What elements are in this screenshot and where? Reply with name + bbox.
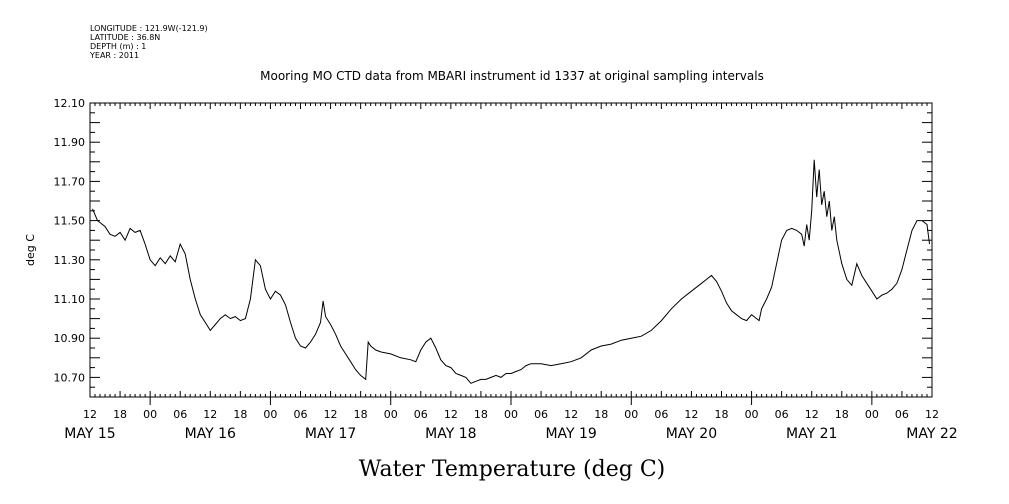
x-tick-label: 12 [925, 408, 939, 421]
x-tick-labels: 12 18 00 06 12 18 00 06 12 18 00 06 12 18 00 06 12 18 00 06… [83, 408, 939, 421]
plot-frame [89, 102, 933, 398]
day-label: MAY 18 [425, 426, 476, 442]
x-tick-label: 18 [113, 408, 127, 421]
x-tick-label: 18 [715, 408, 729, 421]
x-tick-label: 00 [865, 408, 879, 421]
x-tick-label: 12 [324, 408, 338, 421]
x-tick-label: 00 [745, 408, 759, 421]
x-tick-label: 12 [444, 408, 458, 421]
x-tick-label: 06 [654, 408, 668, 421]
x-tick-label: 00 [143, 408, 157, 421]
y-tick-labels: 12.10 11.90 11.70 11.50 11.30 11.10 10.90 10.70 [54, 97, 86, 384]
tick-marks [89, 102, 933, 405]
x-tick-label: 00 [504, 408, 518, 421]
x-tick-label: 18 [233, 408, 247, 421]
y-tick-label: 11.30 [54, 254, 86, 267]
x-tick-label: 00 [263, 408, 277, 421]
day-label: MAY 15 [64, 426, 115, 442]
x-tick-label: 12 [203, 408, 217, 421]
y-tick-label: 11.50 [54, 215, 86, 228]
meta-depth: DEPTH (m) : 1 [90, 42, 146, 51]
y-axis-label: deg C [24, 234, 37, 266]
meta-longitude: LONGITUDE : 121.9W(-121.9) [90, 24, 208, 33]
day-label: MAY 21 [786, 426, 837, 442]
x-tick-label: 06 [414, 408, 428, 421]
y-tick-label: 10.70 [54, 371, 86, 384]
day-label: MAY 22 [906, 426, 957, 442]
x-tick-label: 12 [805, 408, 819, 421]
x-tick-label: 18 [835, 408, 849, 421]
x-tick-label: 06 [534, 408, 548, 421]
x-tick-label: 06 [294, 408, 308, 421]
x-tick-label: 18 [594, 408, 608, 421]
day-label: MAY 16 [185, 426, 236, 442]
x-tick-label: 06 [173, 408, 187, 421]
y-tick-label: 12.10 [54, 97, 86, 110]
meta-latitude: LATITUDE : 36.8N [90, 33, 160, 42]
x-tick-label: 00 [384, 408, 398, 421]
temperature-series-line [92, 159, 930, 384]
x-tick-label: 12 [684, 408, 698, 421]
x-tick-label: 18 [354, 408, 368, 421]
day-label: MAY 19 [545, 426, 596, 442]
day-labels: MAY 15 MAY 16 MAY 17 MAY 18 MAY 19 MAY 20 MAY … [64, 426, 957, 442]
x-tick-label: 00 [624, 408, 638, 421]
x-axis-label: Water Temperature (deg C) [359, 457, 666, 482]
day-label: MAY 17 [305, 426, 356, 442]
y-tick-label: 11.90 [54, 136, 86, 149]
x-tick-label: 18 [474, 408, 488, 421]
meta-year: YEAR : 2011 [89, 51, 139, 60]
x-tick-label: 06 [775, 408, 789, 421]
x-tick-label: 12 [83, 408, 97, 421]
y-tick-label: 11.10 [54, 293, 86, 306]
x-tick-label: 06 [895, 408, 909, 421]
day-label: MAY 20 [666, 426, 717, 442]
y-tick-label: 10.90 [54, 332, 86, 345]
chart-title: Mooring MO CTD data from MBARI instrumen… [260, 69, 764, 83]
x-tick-label: 12 [564, 408, 578, 421]
y-tick-label: 11.70 [54, 175, 86, 188]
